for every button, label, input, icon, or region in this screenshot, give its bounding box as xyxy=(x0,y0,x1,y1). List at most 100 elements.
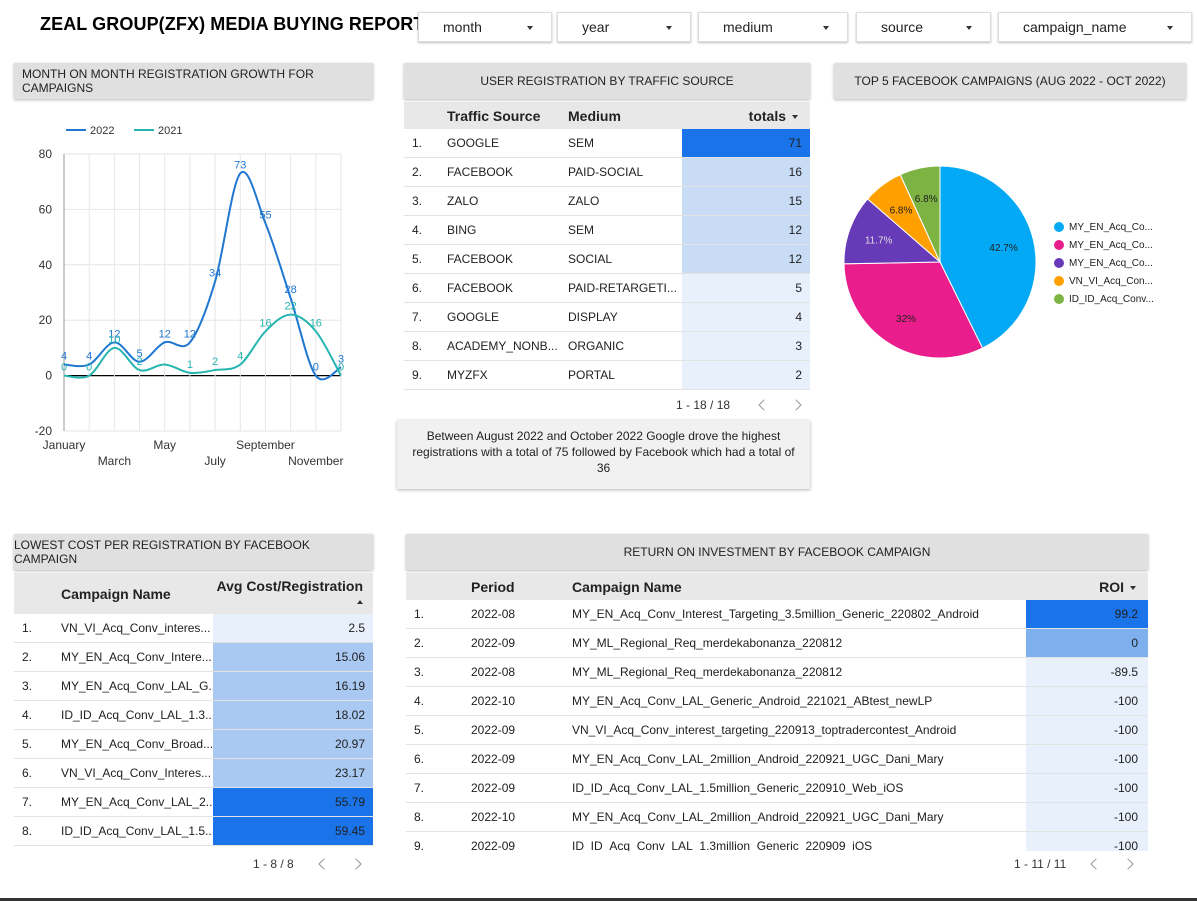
column-header-period[interactable]: Period xyxy=(471,578,515,595)
chevron-down-icon xyxy=(1167,26,1173,30)
chevron-left-icon[interactable] xyxy=(758,399,770,411)
report-title: ZEAL GROUP(ZFX) MEDIA BUYING REPORT xyxy=(40,14,425,34)
table-row[interactable]: 8. ACADEMY_NONB... ORGANIC 3 xyxy=(404,332,810,361)
cell-total: 3 xyxy=(682,332,810,360)
table-row[interactable]: 4. ID_ID_Acq_Conv_LAL_1.3... 18.02 xyxy=(14,701,373,730)
table-row[interactable]: 1. 2022-08 MY_EN_Acq_Conv_Interest_Targeti… xyxy=(406,600,1148,629)
column-header-avg-cost[interactable]: Avg Cost/Registration xyxy=(213,579,373,609)
legend-swatch xyxy=(1054,258,1064,268)
column-header-avg-cost-label: Avg Cost/Registration xyxy=(216,578,364,594)
table-row[interactable]: 7. 2022-09 ID_ID_Acq_Conv_LAL_1.5million_G… xyxy=(406,774,1148,803)
row-index: 5. xyxy=(22,737,33,751)
pie-slice[interactable] xyxy=(899,165,941,263)
table-row[interactable]: 2. FACEBOOK PAID-SOCIAL 16 xyxy=(404,158,810,187)
table-row[interactable]: 5. FACEBOOK SOCIAL 12 xyxy=(404,245,810,274)
pie-slice[interactable] xyxy=(843,198,942,265)
column-header-medium[interactable]: Medium xyxy=(568,107,621,124)
slice-label: 11.7% xyxy=(865,236,893,247)
row-index: 3. xyxy=(412,194,423,208)
table-row[interactable]: 6. FACEBOOK PAID-RETARGETI... 5 xyxy=(404,274,810,303)
cell-roi: -89.5 xyxy=(1026,658,1148,686)
filter-label: year xyxy=(582,19,610,35)
chevron-left-icon[interactable] xyxy=(318,858,330,870)
top-campaigns-pie-chart[interactable]: 42.7% 32% 11.7% 6.8%6.8% xyxy=(836,150,1046,360)
table-row[interactable]: 5. MY_EN_Acq_Conv_Broad... 20.97 xyxy=(14,730,373,759)
table-row[interactable]: 3. 2022-08 MY_ML_Regional_Req_merdekabonan… xyxy=(406,658,1148,687)
table-row[interactable]: 4. 2022-10 MY_EN_Acq_Conv_LAL_Generic_Andr… xyxy=(406,687,1148,716)
table-row[interactable]: 5. 2022-09 VN_VI_Acq_Conv_interest_targeti… xyxy=(406,716,1148,745)
legend-item[interactable]: MY_EN_Acq_Co... xyxy=(1054,236,1154,254)
cell-campaign-name: MY_EN_Acq_Conv_LAL_G... xyxy=(61,679,213,693)
column-header-roi[interactable]: ROI xyxy=(1026,579,1148,595)
column-header-campaign-name[interactable]: Campaign Name xyxy=(61,585,171,602)
data-label: 34 xyxy=(209,267,221,279)
filter-year[interactable]: year xyxy=(557,12,691,42)
cell-campaign-name: VN_VI_Acq_Conv_Interes... xyxy=(61,766,212,780)
slice-label: 6.8% xyxy=(915,194,938,205)
cell-traffic-source: BING xyxy=(447,223,477,237)
cell-traffic-source: GOOGLE xyxy=(447,136,500,150)
chevron-right-icon[interactable] xyxy=(1122,858,1134,870)
column-header-totals[interactable]: totals xyxy=(682,108,810,124)
series-line-2022[interactable] xyxy=(63,170,342,381)
column-header-traffic-source[interactable]: Traffic Source xyxy=(447,107,541,124)
table-row[interactable]: 3. MY_EN_Acq_Conv_LAL_G... 16.19 xyxy=(14,672,373,701)
table-row[interactable]: 6. VN_VI_Acq_Conv_Interes... 23.17 xyxy=(14,759,373,788)
table-row[interactable]: 3. ZALO ZALO 15 xyxy=(404,187,810,216)
column-header-campaign-name[interactable]: Campaign Name xyxy=(572,578,682,595)
table-row[interactable]: 2. 2022-09 MY_ML_Regional_Req_merdekabonan… xyxy=(406,629,1148,658)
filter-label: medium xyxy=(723,19,773,35)
row-index: 8. xyxy=(412,339,423,353)
data-label: 4 xyxy=(61,351,67,363)
table-row[interactable]: 1. VN_VI_Acq_Conv_interes... 2.5 xyxy=(14,614,373,643)
y-tick-label: 20 xyxy=(39,313,53,327)
cell-campaign-name: MY_ML_Regional_Req_merdekabonanza_220812 xyxy=(572,636,843,650)
cell-campaign-name: ID_ID_Acq_Conv_LAL_1.3million_Generic_22… xyxy=(572,839,873,851)
table-row[interactable]: 6. 2022-09 MY_EN_Acq_Conv_LAL_2million_And… xyxy=(406,745,1148,774)
row-index: 1. xyxy=(414,607,425,621)
legend-item[interactable]: MY_EN_Acq_Co... xyxy=(1054,254,1154,272)
filter-source[interactable]: source xyxy=(856,12,991,42)
pie-slice[interactable] xyxy=(843,261,984,359)
data-label: 2 xyxy=(212,356,218,368)
data-label: 16 xyxy=(259,317,271,329)
series-line-2021[interactable] xyxy=(63,313,342,379)
row-index: 2. xyxy=(414,636,425,650)
pie-legend: MY_EN_Acq_Co... MY_EN_Acq_Co... MY_EN_Acq_… xyxy=(1054,218,1154,308)
table-row[interactable]: 9. 2022-09 ID_ID_Acq_Conv_LAL_1.3million_G… xyxy=(406,832,1148,851)
traffic-table-pager: 1 - 18 / 18 xyxy=(676,398,802,412)
row-index: 9. xyxy=(414,839,425,851)
chevron-left-icon[interactable] xyxy=(1090,858,1102,870)
table-row[interactable]: 7. GOOGLE DISPLAY 4 xyxy=(404,303,810,332)
row-index: 3. xyxy=(414,665,425,679)
filter-campaign-name[interactable]: campaign_name xyxy=(998,12,1192,42)
table-row[interactable]: 8. ID_ID_Acq_Conv_LAL_1.5... 59.45 xyxy=(14,817,373,846)
table-row[interactable]: 8. 2022-10 MY_EN_Acq_Conv_LAL_2million_And… xyxy=(406,803,1148,832)
filter-month[interactable]: month xyxy=(418,12,552,42)
pie-slice[interactable] xyxy=(939,165,1037,349)
cell-traffic-source: ZALO xyxy=(447,194,479,208)
legend-item[interactable]: VN_VI_Acq_Con... xyxy=(1054,272,1154,290)
slice-label: 6.8% xyxy=(890,206,913,217)
slice-label: 32% xyxy=(896,314,916,325)
cell-avg-cost: 18.02 xyxy=(213,701,373,729)
table-row[interactable]: 1. GOOGLE SEM 71 xyxy=(404,129,810,158)
cell-avg-cost: 55.79 xyxy=(213,788,373,816)
cell-roi: -100 xyxy=(1026,803,1148,831)
legend-label: 2021 xyxy=(158,125,182,137)
filter-medium[interactable]: medium xyxy=(698,12,848,42)
chevron-right-icon[interactable] xyxy=(350,858,362,870)
pager-range: 1 - 18 / 18 xyxy=(676,398,731,412)
chevron-right-icon[interactable] xyxy=(790,399,802,411)
y-tick-label: 0 xyxy=(45,369,52,383)
table-row[interactable]: 9. MYZFX PORTAL 2 xyxy=(404,361,810,390)
legend-item[interactable]: MY_EN_Acq_Co... xyxy=(1054,218,1154,236)
legend-item[interactable]: ID_ID_Acq_Conv... xyxy=(1054,290,1154,308)
data-label: 73 xyxy=(234,159,246,171)
table-row[interactable]: 4. BING SEM 12 xyxy=(404,216,810,245)
table-row[interactable]: 7. MY_EN_Acq_Conv_LAL_2... 55.79 xyxy=(14,788,373,817)
cell-campaign-name: ID_ID_Acq_Conv_LAL_1.5... xyxy=(61,824,213,838)
table-header-row: Campaign Name Avg Cost/Registration xyxy=(14,573,373,614)
table-row[interactable]: 2. MY_EN_Acq_Conv_Intere... 15.06 xyxy=(14,643,373,672)
